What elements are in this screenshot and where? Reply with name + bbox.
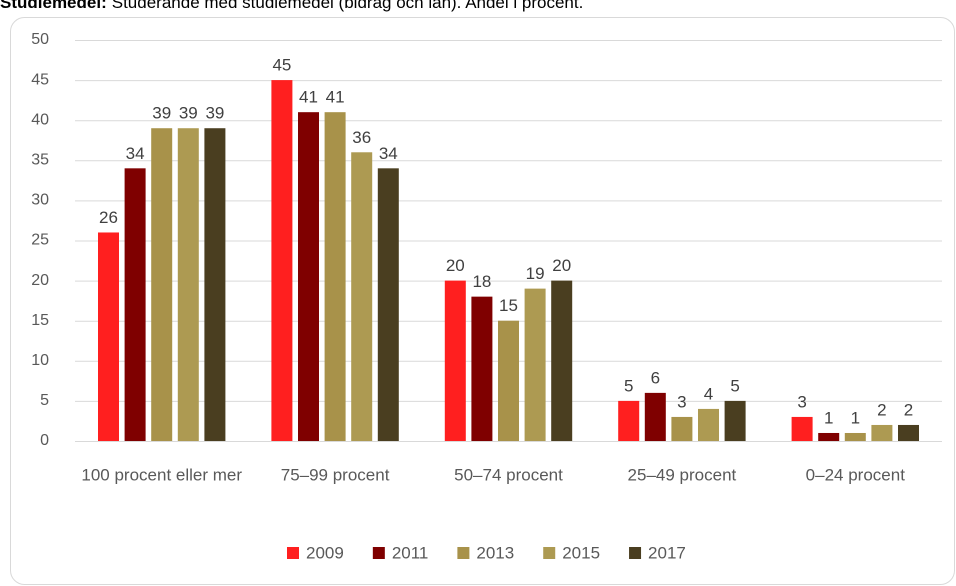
data-label: 34	[379, 144, 398, 163]
bar	[551, 280, 573, 441]
bar	[271, 80, 293, 441]
bar	[298, 112, 319, 442]
x-tick-label: 0–24 procent	[806, 465, 906, 484]
bar	[498, 320, 519, 441]
bar	[377, 168, 399, 441]
data-label: 1	[824, 408, 833, 427]
chart-title: Studerande med studiemedel (bidrag och l…	[112, 0, 584, 12]
x-tick-label: 100 procent eller mer	[81, 465, 242, 484]
data-label: 45	[272, 56, 291, 75]
bar	[324, 112, 346, 442]
y-tick-label: 25	[31, 232, 49, 249]
data-label: 20	[552, 256, 571, 275]
y-tick-label: 50	[31, 31, 49, 48]
data-label: 6	[651, 368, 660, 387]
bar	[818, 432, 840, 441]
data-label: 4	[704, 384, 713, 403]
y-tick-label: 35	[31, 152, 49, 169]
data-label: 39	[179, 104, 198, 123]
data-label: 2	[877, 400, 886, 419]
y-tick-label: 45	[31, 71, 49, 88]
bar	[151, 128, 173, 441]
y-tick-label: 10	[31, 352, 49, 369]
legend-swatch	[629, 547, 642, 559]
x-tick-label: 25–49 procent	[628, 465, 737, 484]
data-label: 15	[499, 296, 518, 315]
y-tick-label: 20	[31, 272, 49, 289]
bar	[724, 400, 746, 441]
bar	[524, 288, 546, 441]
bar	[871, 424, 893, 441]
legend-label: 2009	[306, 543, 344, 562]
data-label: 26	[99, 208, 118, 227]
bar	[177, 128, 199, 441]
data-label: 34	[126, 144, 145, 163]
bar	[471, 296, 493, 441]
bar	[98, 232, 119, 441]
legend-swatch	[543, 547, 556, 559]
x-tick-label: 50–74 procent	[454, 465, 563, 484]
title-bold: Studiemedel:	[0, 0, 107, 12]
data-label: 39	[152, 104, 171, 123]
bar	[698, 408, 719, 441]
legend-label: 2011	[392, 543, 429, 562]
y-tick-label: 5	[40, 392, 49, 409]
legend-label: 2013	[476, 543, 514, 562]
data-label: 39	[205, 104, 224, 123]
data-label: 36	[352, 128, 371, 147]
bar	[351, 152, 373, 441]
legend-swatch	[287, 547, 299, 559]
data-label: 19	[526, 264, 545, 283]
y-tick-label: 15	[31, 312, 49, 329]
bar	[204, 128, 226, 441]
chart-heading: Studiemedel: Studerande med studiemedel (…	[0, 0, 583, 12]
bar	[618, 400, 640, 441]
bar	[898, 424, 919, 441]
data-label: 41	[299, 88, 318, 107]
data-label: 2	[904, 400, 913, 419]
bar	[644, 392, 666, 441]
bar	[444, 280, 466, 441]
y-tick-label: 40	[31, 111, 49, 128]
bar	[791, 416, 813, 441]
legend-swatch	[457, 547, 470, 559]
legend-swatch	[372, 547, 385, 559]
data-label: 5	[730, 376, 739, 395]
bar	[844, 432, 866, 441]
data-label: 20	[446, 256, 465, 275]
y-tick-label: 30	[31, 192, 49, 209]
data-label: 18	[472, 272, 491, 291]
data-label: 3	[797, 392, 806, 411]
data-label: 5	[624, 376, 633, 395]
y-tick-label: 0	[40, 432, 49, 449]
legend-label: 2015	[562, 543, 600, 562]
bar	[124, 168, 146, 441]
data-label: 3	[677, 392, 686, 411]
bar	[671, 416, 693, 441]
legend-label: 2017	[648, 543, 686, 562]
data-label: 1	[851, 408, 860, 427]
x-tick-label: 75–99 procent	[281, 465, 390, 484]
data-label: 41	[326, 88, 345, 107]
